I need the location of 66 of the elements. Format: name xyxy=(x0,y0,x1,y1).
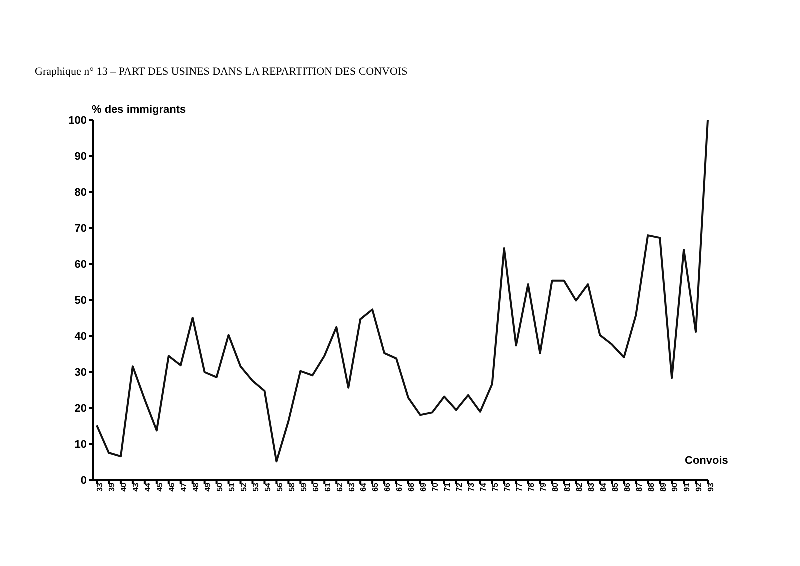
y-axis-title: % des immigrants xyxy=(92,104,186,116)
x-tick-label: 72 xyxy=(455,482,464,492)
x-tick-label: 45 xyxy=(156,482,165,492)
x-tick-label: 44 xyxy=(144,482,153,492)
x-tick-label: 89 xyxy=(658,482,668,492)
x-tick-label: 74 xyxy=(479,482,488,492)
x-tick-label: 56 xyxy=(275,482,284,492)
x-tick-label: 84 xyxy=(598,482,608,492)
x-tick-label: 88 xyxy=(646,482,656,492)
x-tick-label: 62 xyxy=(335,482,344,492)
x-tick-label: 51 xyxy=(227,482,236,492)
x-tick-label: 83 xyxy=(586,482,596,492)
x-tick-label: 78 xyxy=(526,482,536,492)
x-tick-label: 61 xyxy=(323,482,332,492)
y-tick-label: 80 xyxy=(74,186,87,199)
x-tick-label: 80 xyxy=(550,482,560,492)
x-tick-label: 60 xyxy=(311,482,320,492)
x-tick-label: 66 xyxy=(383,482,392,492)
x-tick-label: 70 xyxy=(431,482,440,492)
x-tick-label: 49 xyxy=(204,482,213,492)
x-tick-label: 63 xyxy=(347,482,356,492)
x-tick-label: 65 xyxy=(371,482,380,492)
x-tick-label: 33 xyxy=(96,482,105,492)
y-tick-label: 70 xyxy=(74,222,87,235)
x-tick-label: 59 xyxy=(299,482,308,492)
x-tick-label: 87 xyxy=(634,482,644,492)
x-tick-label: 43 xyxy=(132,482,141,492)
x-axis-title: Convois xyxy=(685,455,728,467)
y-tick-label: 100 xyxy=(68,114,87,127)
x-tick-label: 71 xyxy=(443,482,452,492)
x-tick-label: 67 xyxy=(395,482,404,492)
x-tick-label: 40 xyxy=(120,482,129,492)
x-tick-label: 76 xyxy=(503,482,512,492)
x-tick-label: 77 xyxy=(514,482,524,492)
x-tick-label: 85 xyxy=(610,482,620,492)
y-tick-label: 60 xyxy=(74,258,87,271)
x-tick-label: 53 xyxy=(251,482,260,492)
x-tick-label: 69 xyxy=(419,482,428,492)
y-tick-label: 10 xyxy=(74,438,87,451)
x-tick-label: 47 xyxy=(180,482,189,492)
y-tick-label: 20 xyxy=(74,402,87,415)
x-tick-label: 82 xyxy=(574,482,584,492)
x-tick-label: 64 xyxy=(359,482,368,492)
x-tick-label: 54 xyxy=(263,482,272,492)
x-tick-label: 79 xyxy=(538,482,548,492)
x-tick-label: 90 xyxy=(670,482,680,492)
x-tick-label: 73 xyxy=(467,482,476,492)
x-tick-label: 46 xyxy=(168,482,177,492)
x-tick-label: 93 xyxy=(706,482,716,492)
x-tick-label: 86 xyxy=(622,482,632,492)
x-tick-label: 92 xyxy=(694,482,704,492)
x-tick-label: 48 xyxy=(192,482,201,492)
y-tick-label: 30 xyxy=(74,366,87,379)
y-tick-label: 40 xyxy=(74,330,87,343)
x-tick-label: 39 xyxy=(108,482,117,492)
x-tick-label: 50 xyxy=(215,482,224,492)
y-tick-label: 50 xyxy=(74,294,87,307)
x-tick-label: 52 xyxy=(239,482,248,492)
chart-title: Graphique n° 13 – PART DES USINES DANS LA REPARTITION DES CONVOIS xyxy=(35,66,408,78)
x-tick-label: 58 xyxy=(287,482,296,492)
x-tick-label: 75 xyxy=(491,482,500,492)
x-tick-label: 68 xyxy=(407,482,416,492)
x-tick-label: 91 xyxy=(682,482,692,492)
x-tick-label: 81 xyxy=(562,482,572,492)
y-tick-label: 0 xyxy=(80,474,87,487)
y-tick-label: 90 xyxy=(74,150,87,163)
